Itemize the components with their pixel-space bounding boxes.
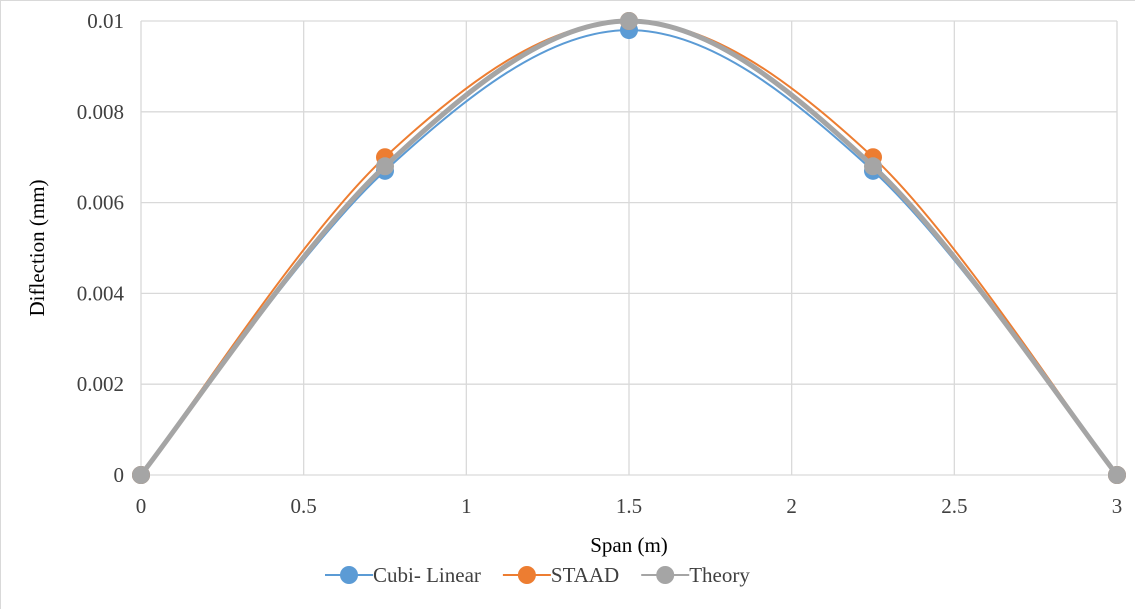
x-axis-title: Span (m) — [590, 533, 668, 557]
x-tick-label: 2 — [786, 494, 797, 518]
x-tick-label: 2.5 — [941, 494, 967, 518]
legend-label-theory: Theory — [689, 563, 750, 587]
x-tick-labels: 0 0.5 1 1.5 2 2.5 3 — [136, 494, 1123, 518]
y-tick-label: 0.002 — [77, 372, 124, 396]
y-tick-labels: 0 0.002 0.004 0.006 0.008 0.01 — [77, 9, 125, 487]
legend-marker-staad — [517, 566, 536, 584]
y-tick-label: 0.01 — [87, 9, 124, 33]
point-theory-4 — [1108, 466, 1126, 484]
y-tick-label: 0.008 — [77, 100, 124, 124]
legend: Cubi- Linear STAAD Theory — [325, 563, 750, 587]
legend-marker-cubi-linear — [340, 566, 358, 584]
y-tick-label: 0.004 — [77, 281, 125, 305]
x-tick-label: 3 — [1112, 494, 1123, 518]
gridlines — [140, 20, 1118, 476]
y-axis-title: Diflection (mm) — [25, 179, 49, 316]
y-tick-label: 0.006 — [77, 191, 124, 215]
x-tick-label: 0 — [136, 494, 147, 518]
point-theory-1 — [376, 157, 394, 176]
point-theory-2 — [620, 12, 638, 30]
legend-label-staad: STAAD — [551, 563, 619, 587]
point-theory-0 — [132, 466, 150, 484]
series-group — [132, 12, 1126, 484]
y-tick-label: 0 — [114, 463, 125, 487]
legend-label-cubi-linear: Cubi- Linear — [373, 563, 481, 587]
legend-marker-theory — [656, 566, 675, 584]
point-theory-3 — [864, 157, 882, 176]
x-tick-label: 0.5 — [291, 494, 317, 518]
x-tick-label: 1.5 — [616, 494, 642, 518]
x-tick-label: 1 — [461, 494, 472, 518]
